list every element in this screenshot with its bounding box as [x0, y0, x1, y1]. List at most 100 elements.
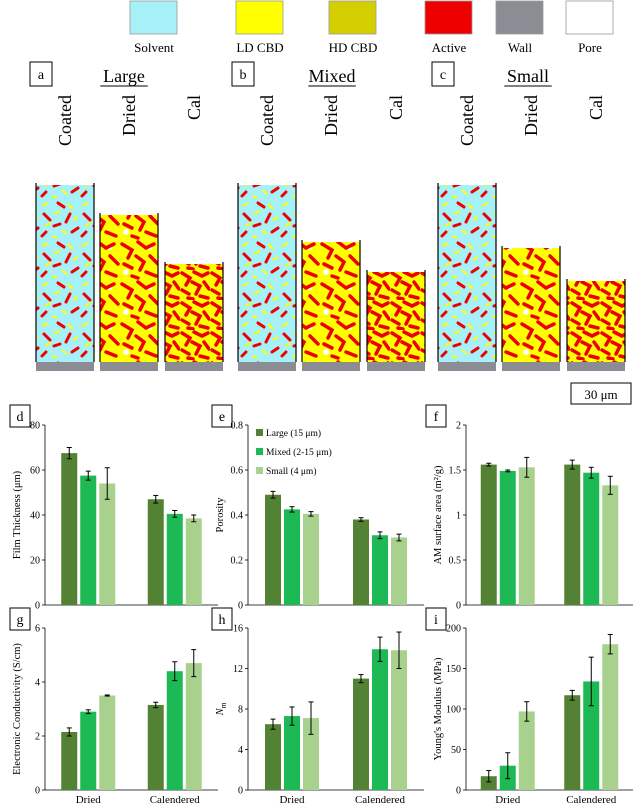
- chart-h: h 0 4 8 12 16 Nm Dried Calendered: [211, 607, 424, 806]
- legend-item: Pore: [565, 0, 614, 55]
- y-tick-label: 200: [446, 624, 461, 635]
- column-label: Cal: [386, 95, 406, 120]
- chart-letter-box: [425, 404, 447, 428]
- x-category-label: Dried: [279, 794, 305, 806]
- bar: [147, 499, 164, 605]
- y-tick-label: 1: [456, 511, 461, 522]
- bar: [80, 711, 97, 790]
- chart-letter-box: [9, 607, 31, 631]
- film-dried: [502, 248, 560, 362]
- scale-bar: 30 μm: [570, 382, 632, 405]
- legend-label: HD CBD: [329, 40, 378, 55]
- legend-item: HD CBD: [328, 0, 378, 55]
- panel-letter: b: [240, 68, 247, 83]
- legend: Solvent LD CBD HD CBD Active Wall Pore: [129, 0, 614, 55]
- substrate-wall: [302, 362, 360, 371]
- chart-d: d 0 20 40 60 80 Film Thickness (μm): [9, 404, 218, 612]
- legend-swatch: [495, 0, 544, 35]
- y-tick-label: 0.2: [231, 556, 244, 567]
- chart-letter: f: [434, 410, 439, 425]
- legend-label: Wall: [508, 40, 533, 55]
- y-axis-label: Electronic Conductivity (S/cm): [12, 643, 23, 775]
- bar: [353, 678, 369, 790]
- substrate-wall: [238, 362, 296, 371]
- y-tick-label: 20: [30, 556, 40, 567]
- column-label: Coated: [55, 95, 75, 146]
- bar: [284, 509, 300, 605]
- y-tick-label: 0.5: [449, 556, 462, 567]
- bar: [391, 650, 407, 790]
- panel-letter: a: [38, 68, 45, 83]
- y-tick-label: 6: [35, 624, 40, 635]
- film-coated: [438, 185, 496, 362]
- y-tick-label: 40: [30, 511, 40, 522]
- y-axis-label: Young's Modulus (MPa): [433, 657, 444, 760]
- film-dried: [100, 215, 158, 362]
- y-tick-label: 12: [233, 664, 243, 675]
- column-label: Dried: [521, 95, 541, 136]
- scale-bar-label: 30 μm: [584, 387, 617, 402]
- film-cal: [367, 272, 425, 362]
- panel-title: Small: [507, 66, 549, 86]
- legend-item: Solvent: [129, 0, 178, 55]
- bar: [80, 475, 97, 605]
- y-tick-label: 0: [35, 601, 40, 612]
- chart-letter-box: [425, 607, 447, 631]
- legend-swatch: [328, 0, 377, 35]
- x-category-label: Calendered: [566, 794, 617, 806]
- y-axis-label: AM surface area (m²/g): [433, 465, 444, 565]
- panel-letter: c: [440, 68, 446, 83]
- legend-label: Solvent: [134, 40, 174, 55]
- bar: [518, 711, 535, 790]
- film-dried: [302, 242, 360, 362]
- bar: [583, 472, 600, 605]
- y-tick-label: 16: [233, 624, 243, 635]
- y-tick-label: 4: [35, 678, 40, 689]
- column-label: Dried: [119, 95, 139, 136]
- bar: [185, 663, 202, 790]
- bar: [480, 776, 497, 790]
- panel-c: c Small Coated Dried Cal: [431, 61, 626, 371]
- bar: [583, 681, 600, 790]
- y-axis-label: Nm: [215, 702, 228, 716]
- bar: [602, 485, 619, 605]
- y-tick-label: 0: [456, 786, 461, 797]
- bar: [353, 519, 369, 605]
- chart-letter: h: [219, 613, 226, 628]
- chart-e: e 0 0.2 0.4 0.6 0.8 Porosity Large (15 μm) Mixed…: [211, 404, 424, 612]
- legend-item: Wall: [495, 0, 544, 55]
- film-coated: [36, 185, 94, 362]
- legend-swatch: [424, 0, 473, 35]
- panel-title: Large: [103, 66, 145, 86]
- panel-title: Mixed: [309, 66, 356, 86]
- legend-swatch: [129, 0, 178, 35]
- chart-letter: g: [17, 613, 24, 628]
- film-coated: [238, 185, 296, 362]
- bar: [372, 649, 388, 790]
- column-label: Dried: [321, 95, 341, 136]
- panel-a: a Large Coated Dried Cal: [29, 61, 224, 371]
- bar: [99, 695, 116, 790]
- substrate-wall: [100, 362, 158, 371]
- y-axis-label: Film Thickness (μm): [12, 470, 23, 559]
- bar: [147, 704, 164, 790]
- y-tick-label: 80: [30, 421, 40, 432]
- film-cal: [165, 264, 223, 362]
- legend-item: Active: [424, 0, 473, 55]
- chart-letter: d: [17, 410, 24, 425]
- legend-item: LD CBD: [235, 0, 284, 55]
- bar: [303, 513, 319, 605]
- bar: [265, 494, 281, 605]
- chart-legend-label: Large (15 μm): [266, 428, 321, 439]
- substrate-wall: [367, 362, 425, 371]
- bar: [499, 470, 516, 605]
- y-tick-label: 2: [456, 421, 461, 432]
- chart-f: f 0 0.5 1 1.5 2 AM surface area (m²/g): [425, 404, 633, 612]
- substrate-wall: [438, 362, 496, 371]
- substrate-wall: [165, 362, 223, 371]
- bar: [518, 467, 535, 605]
- chart-i: i 0 50 100 150 200 Young's Modulus (MPa) Dried C…: [425, 607, 633, 806]
- substrate-wall: [36, 362, 94, 371]
- bar: [185, 518, 202, 605]
